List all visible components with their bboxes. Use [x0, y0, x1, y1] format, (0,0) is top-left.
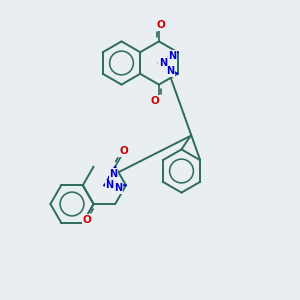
Text: N: N: [106, 180, 114, 190]
Text: N: N: [110, 169, 118, 179]
Text: O: O: [119, 146, 128, 156]
Text: N: N: [114, 183, 122, 194]
Text: O: O: [82, 215, 91, 225]
Text: O: O: [150, 96, 159, 106]
Text: N: N: [166, 67, 174, 76]
Text: N: N: [159, 58, 167, 68]
Text: O: O: [156, 20, 165, 30]
Text: N: N: [169, 51, 177, 61]
